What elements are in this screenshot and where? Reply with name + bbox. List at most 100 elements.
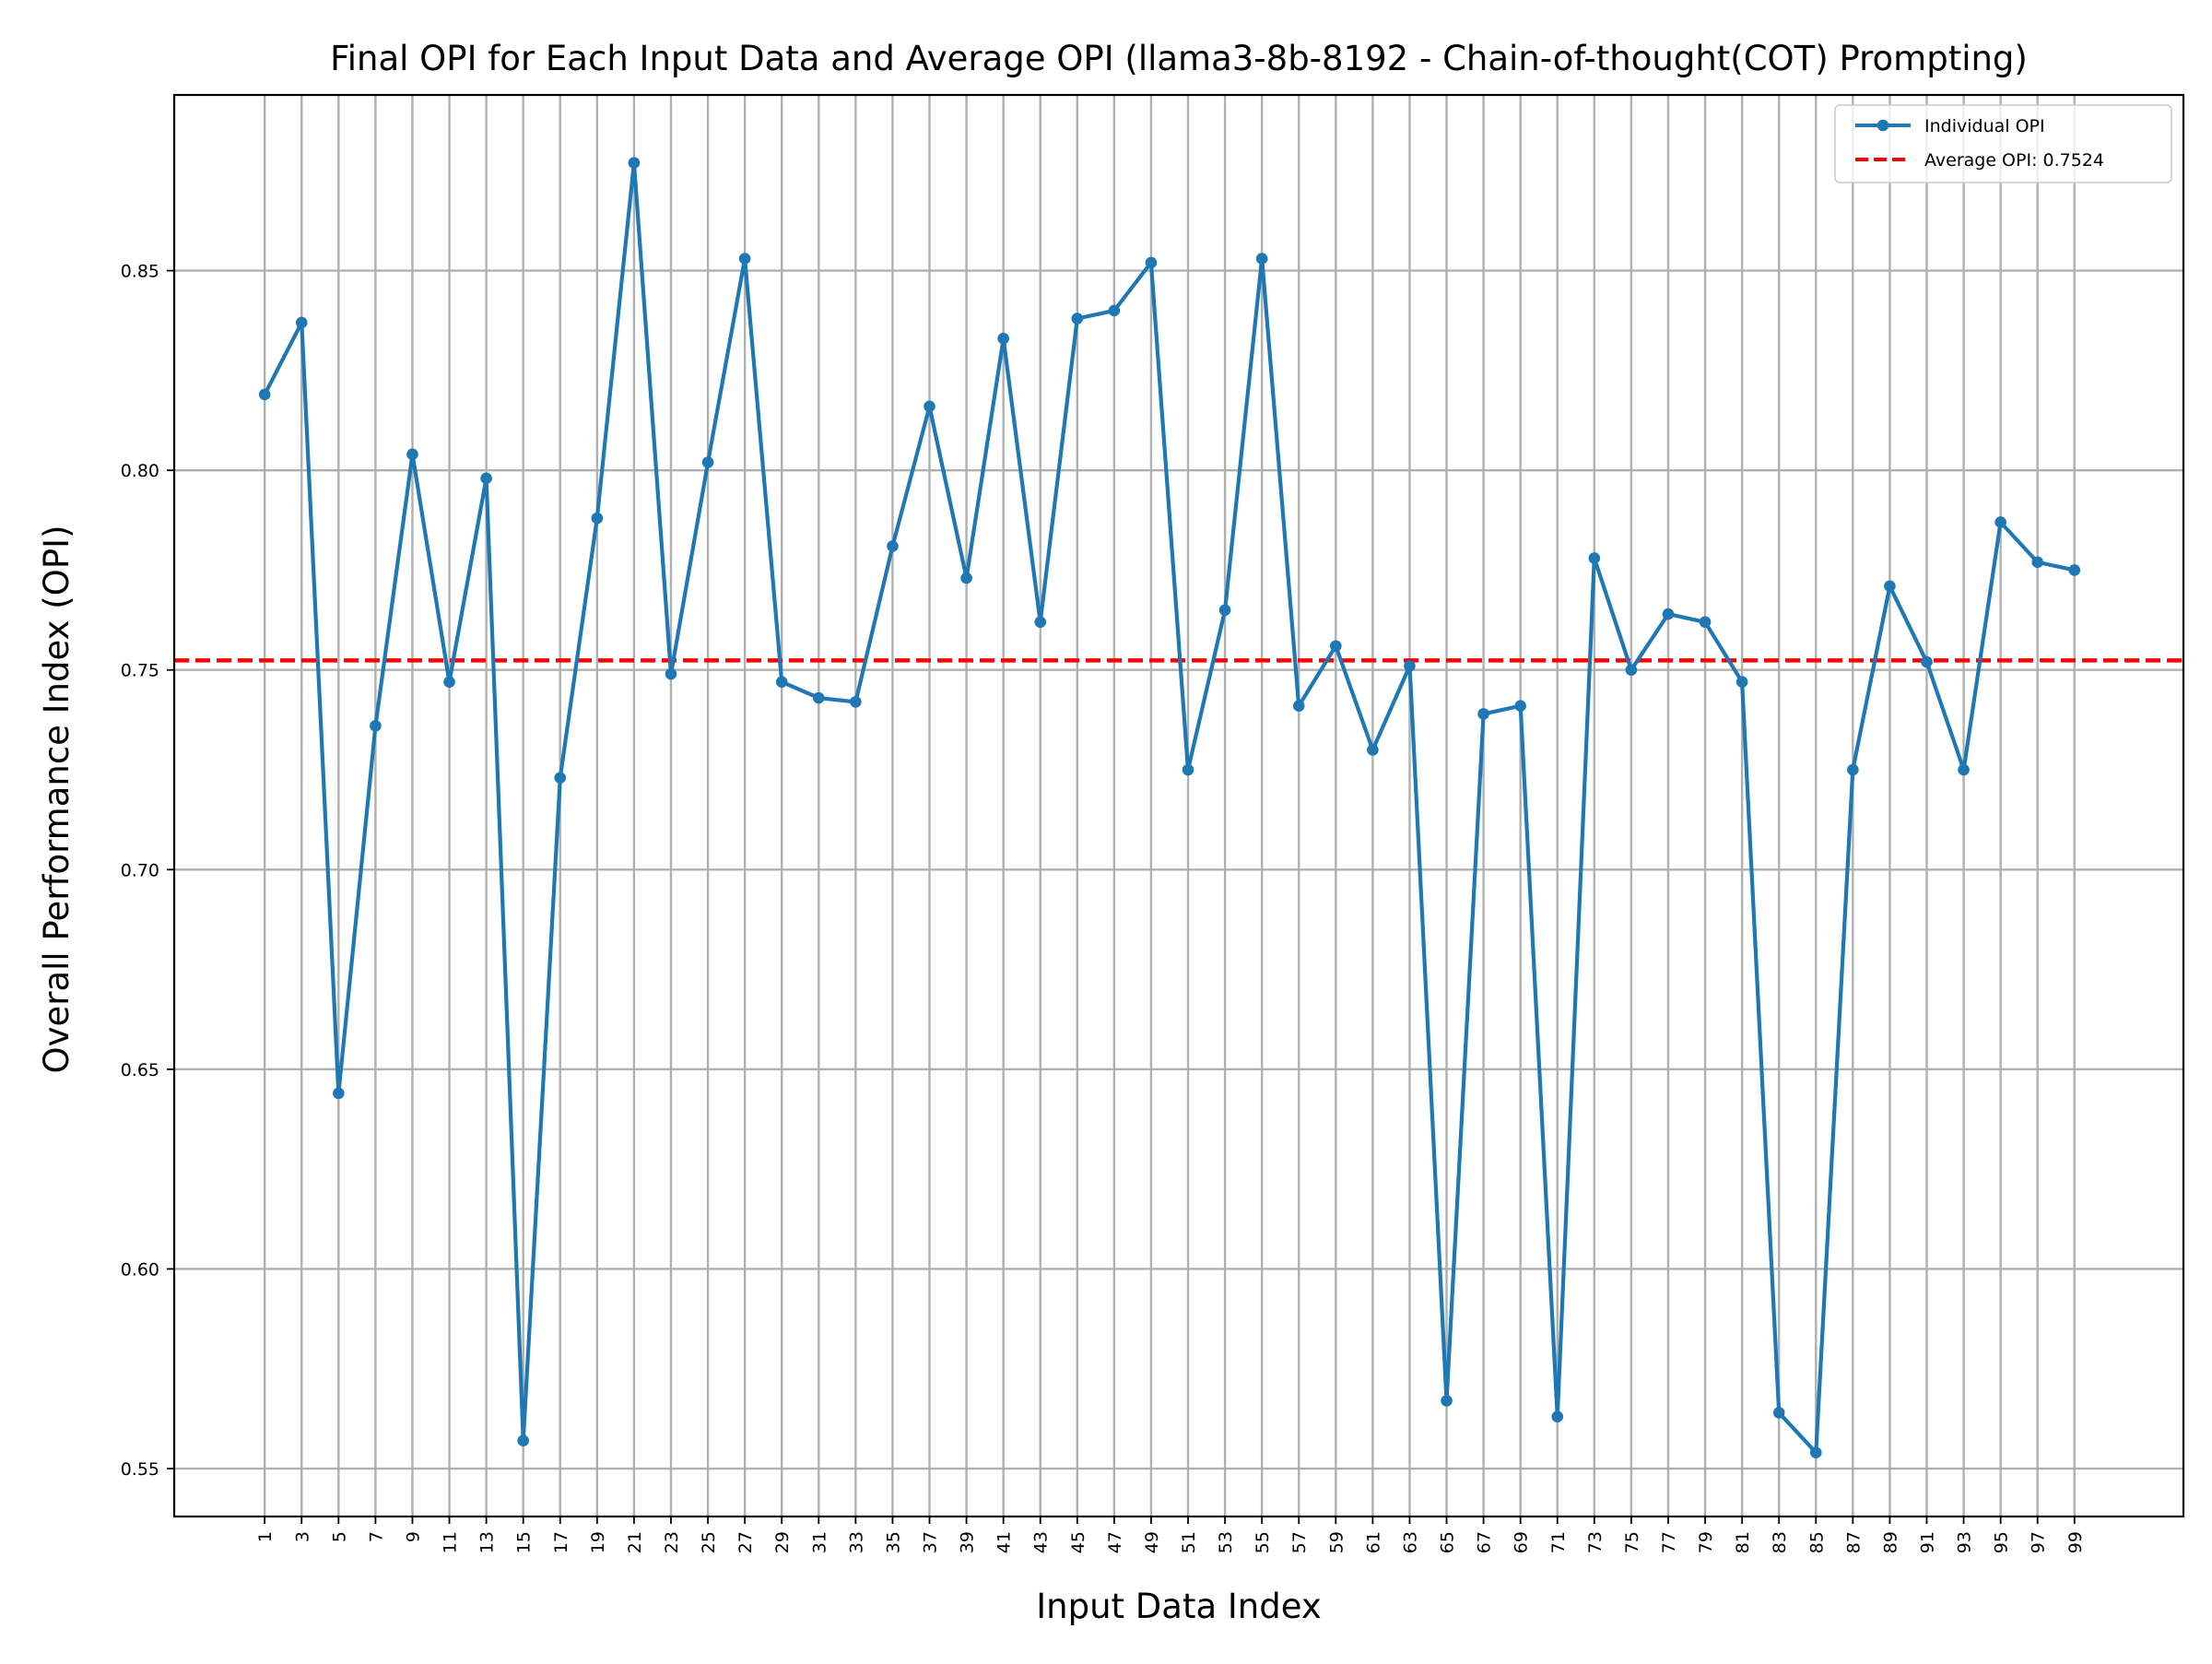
legend: Individual OPI Average OPI: 0.7524 [1834,104,2172,183]
x-tick-label: 69 [1512,1531,1532,1553]
x-tick-label: 45 [1068,1531,1088,1553]
data-point [1477,708,1489,720]
data-point [628,157,641,169]
data-point [1921,655,1933,668]
x-tick-label: 91 [1917,1531,1937,1553]
data-point [480,472,492,485]
x-tick-label: 39 [958,1531,978,1553]
x-tick-label: 35 [883,1531,903,1553]
x-tick-label: 43 [1031,1531,1052,1553]
x-tick-label: 95 [1992,1531,2012,1553]
data-point [1514,700,1526,713]
x-tick-label: 87 [1843,1531,1864,1553]
data-point [517,1434,529,1447]
x-tick-label: 23 [662,1531,682,1553]
data-point [2031,556,2044,569]
data-point [1735,676,1748,689]
x-tick-label: 73 [1585,1531,1606,1553]
x-tick-label: 49 [1142,1531,1162,1553]
y-tick-label: 0.80 [121,461,159,481]
data-series [258,157,2081,1458]
x-tick-label: 83 [1770,1531,1790,1553]
x-tick-label: 67 [1475,1531,1495,1553]
x-tick-label: 3 [292,1531,312,1542]
x-tick-label: 75 [1622,1531,1642,1553]
legend-box [1834,104,2172,183]
y-tick-label: 0.85 [121,262,159,282]
x-tick-label: 89 [1880,1531,1900,1553]
y-tick-label: 0.75 [121,661,159,681]
data-point [1034,616,1047,629]
data-point [701,456,714,468]
x-tick-label: 1 [255,1531,276,1542]
chart-title: Final OPI for Each Input Data and Averag… [330,39,2028,78]
data-point [665,667,677,680]
x-axis-ticks: 1 3 5 7 9 11 13 15 17 19 21 23 25 27 29 31 33 35 37 39 41 43 4… [255,1516,2086,1553]
data-point [1551,1410,1564,1423]
data-point [850,696,862,708]
x-tick-label: 97 [2029,1531,2049,1553]
data-point [1699,616,1712,629]
x-tick-label: 29 [772,1531,793,1553]
x-tick-label: 57 [1289,1531,1310,1553]
x-tick-label: 85 [1806,1531,1827,1553]
x-tick-label: 33 [846,1531,866,1553]
x-tick-label: 63 [1400,1531,1420,1553]
y-tick-label: 0.60 [121,1259,159,1280]
y-axis-ticks: 0.55 0.60 0.65 0.70 0.75 0.80 0.85 [121,262,174,1480]
data-point [295,316,308,329]
x-tick-label: 37 [921,1531,941,1553]
data-point [887,540,899,552]
legend-label-individual-opi: Individual OPI [1924,116,2045,136]
x-tick-label: 5 [329,1531,349,1542]
data-point [370,720,382,732]
data-point [2068,564,2081,576]
x-tick-label: 51 [1179,1531,1199,1553]
data-point [1625,664,1638,677]
data-point [1772,1407,1785,1419]
data-point [738,253,751,265]
x-axis-label: Input Data Index [1036,1587,1322,1626]
x-tick-label: 41 [994,1531,1015,1553]
plot-area-frame [172,93,2185,1518]
x-tick-label: 7 [366,1531,386,1542]
data-point [1958,763,1970,776]
x-tick-label: 79 [1696,1531,1716,1553]
data-point [1292,700,1305,713]
data-point [960,572,972,584]
y-tick-label: 0.65 [121,1060,159,1080]
data-point [1994,516,2006,528]
data-point [997,332,1009,345]
legend-marker-individual-opi [1877,119,1889,132]
data-point [1330,640,1342,653]
x-tick-label: 53 [1216,1531,1236,1553]
data-point [406,448,418,461]
data-point [1182,763,1194,776]
y-tick-label: 0.55 [121,1459,159,1480]
x-tick-label: 77 [1659,1531,1679,1553]
data-point [258,388,271,401]
data-point [1218,604,1231,617]
x-tick-label: 71 [1548,1531,1569,1553]
legend-label-average-opi: Average OPI: 0.7524 [1924,150,2104,171]
data-point [1441,1395,1453,1407]
data-point [443,676,455,689]
x-tick-label: 47 [1105,1531,1125,1553]
x-tick-label: 15 [514,1531,535,1553]
x-tick-label: 61 [1363,1531,1383,1553]
x-tick-label: 59 [1326,1531,1347,1553]
x-tick-label: 11 [441,1531,461,1553]
data-point [591,512,604,525]
data-point [1255,253,1268,265]
data-point [1847,763,1859,776]
x-tick-label: 9 [403,1531,423,1542]
grid [174,95,2183,1516]
data-point [554,772,567,784]
x-tick-label: 13 [477,1531,498,1553]
data-point [1367,744,1379,756]
x-tick-label: 55 [1253,1531,1273,1553]
data-point [812,691,825,704]
individual-opi-line [263,160,2076,1455]
